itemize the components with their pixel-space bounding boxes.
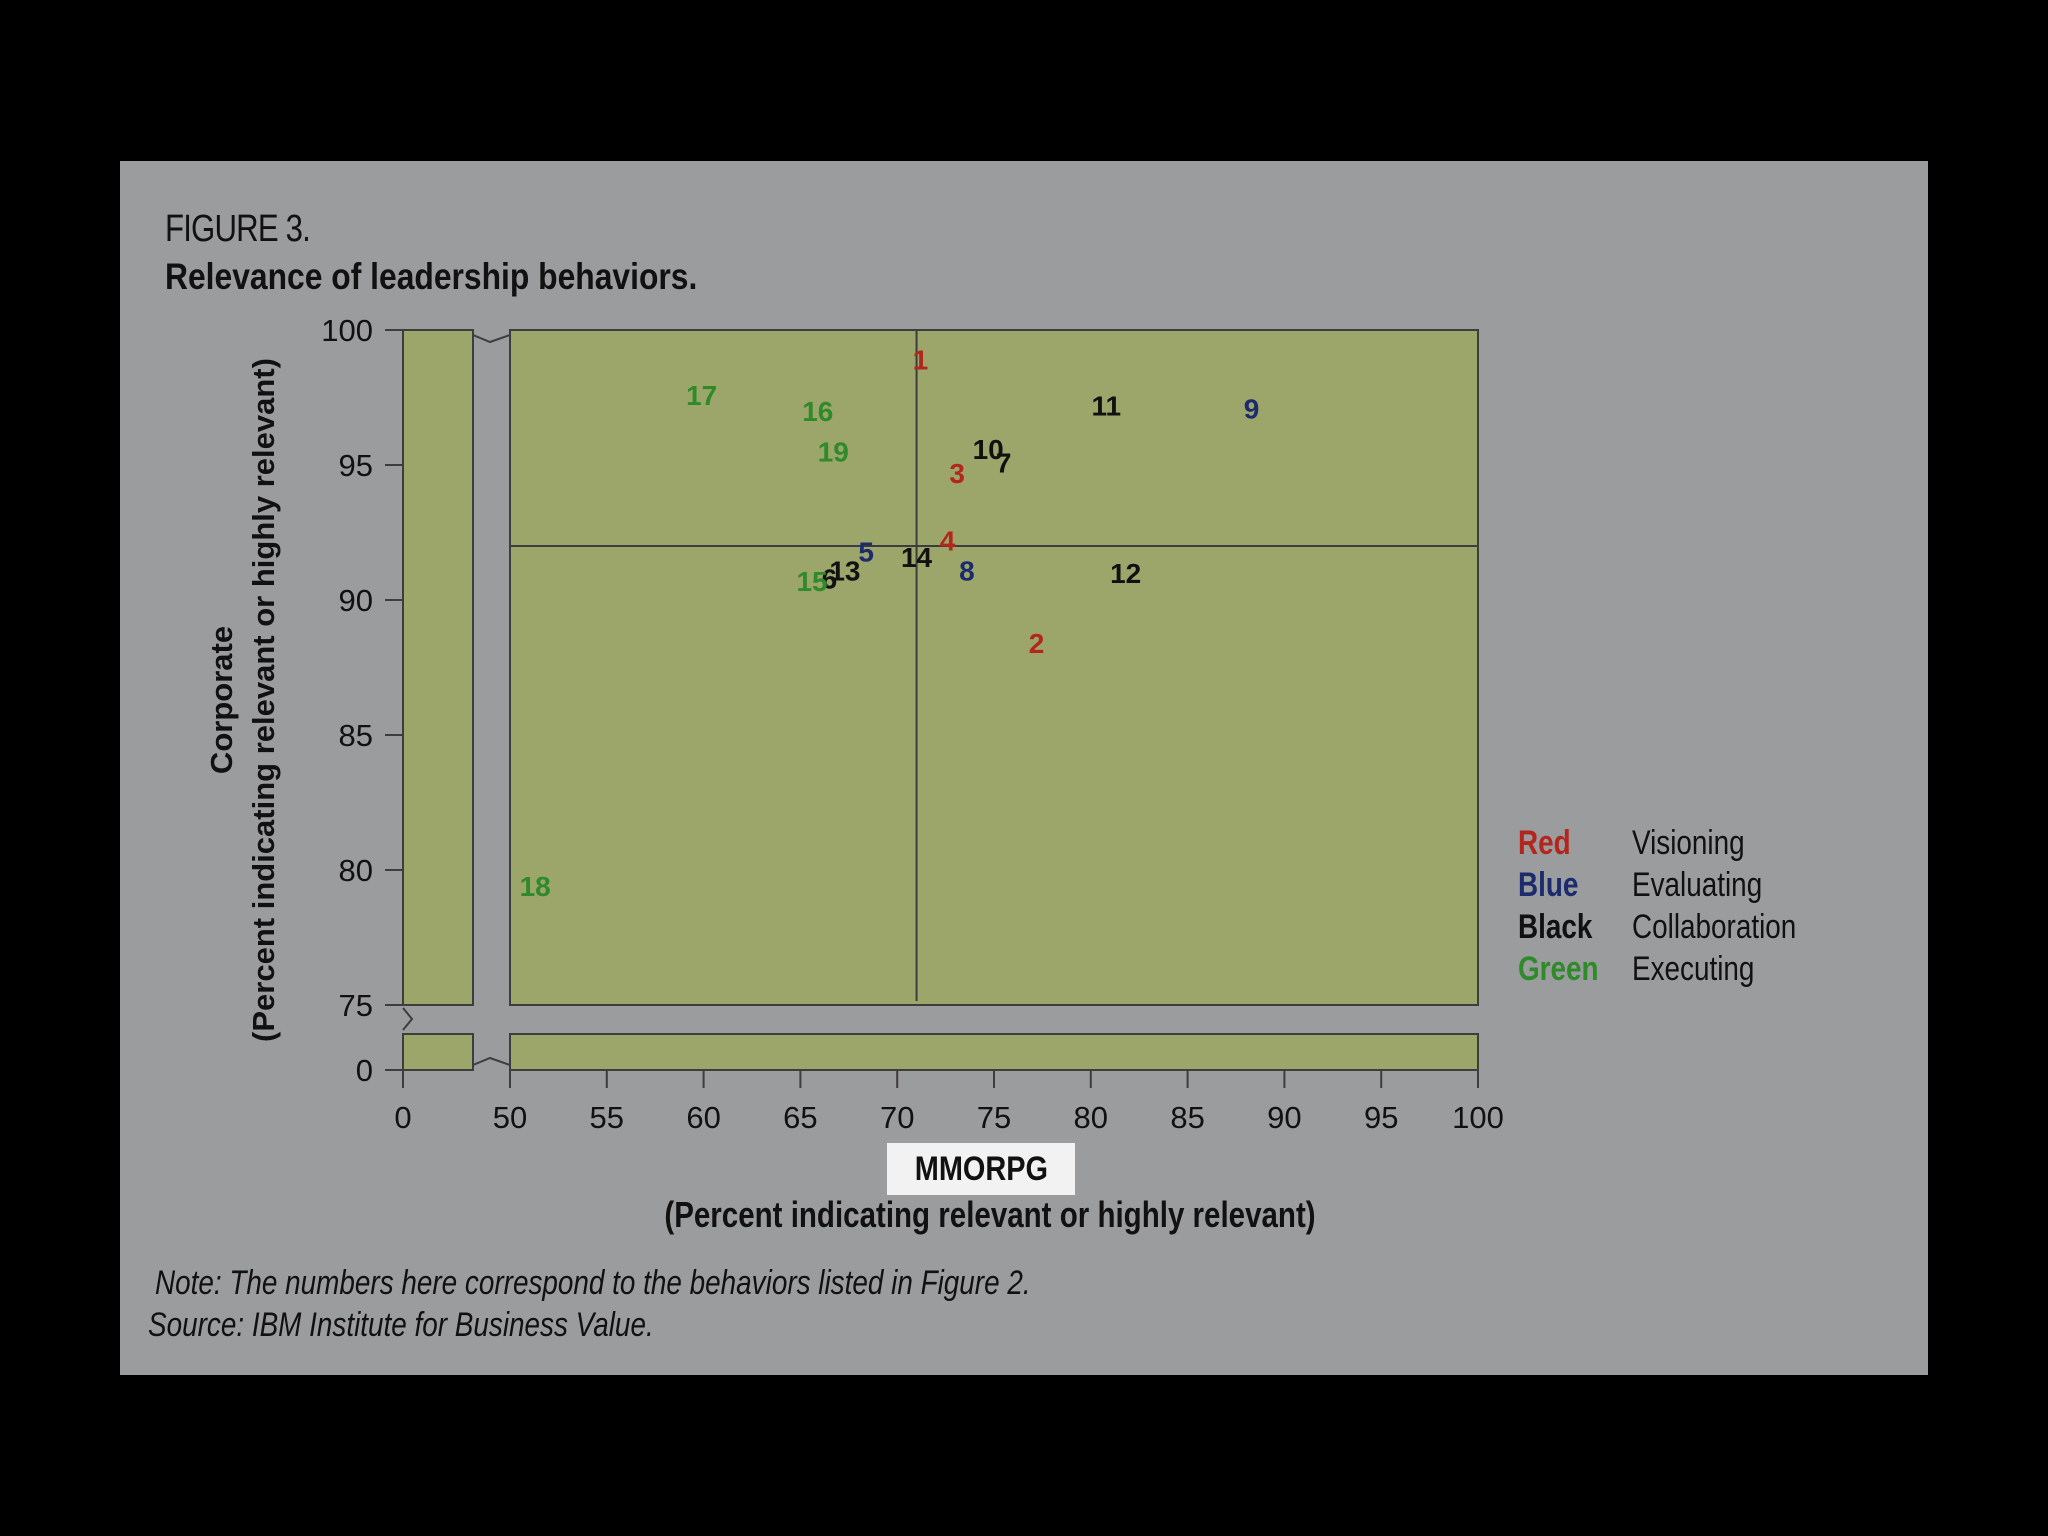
data-point-label: 15: [796, 566, 827, 597]
data-point-label: 1: [913, 345, 929, 376]
y-tick-label: 0: [356, 1053, 373, 1088]
x-axis-name-box: MMORPG: [887, 1143, 1075, 1195]
y-tick-label: 95: [339, 448, 373, 483]
x-tick-label: 55: [590, 1100, 624, 1135]
legend-category: Executing: [1632, 950, 1755, 988]
x-tick-label: 70: [880, 1100, 914, 1135]
data-point-label: 6: [822, 563, 838, 594]
legend-category: Evaluating: [1632, 866, 1763, 904]
y-tick-label: 90: [339, 583, 373, 618]
x-tick-label: 90: [1267, 1100, 1301, 1135]
y-tick-label: 85: [339, 718, 373, 753]
data-point-label: 16: [802, 396, 833, 427]
x-tick-label: 85: [1170, 1100, 1204, 1135]
data-point-label: 4: [940, 526, 956, 557]
plot-area: [509, 329, 1479, 1006]
x-tick-label: 50: [493, 1100, 527, 1135]
data-point-label: 12: [1110, 558, 1141, 589]
data-point-label: 5: [858, 536, 874, 567]
x-axis-break-mark: [472, 1056, 511, 1066]
figure-label: FIGURE 3.: [165, 208, 311, 250]
figure-note: Note: The numbers here correspond to the…: [155, 1264, 1031, 1302]
x-tick-label: 75: [977, 1100, 1011, 1135]
data-point-label: 9: [1244, 393, 1260, 424]
figure-source: Source: IBM Institute for Business Value…: [148, 1306, 654, 1344]
data-point-label: 2: [1029, 628, 1045, 659]
data-point-label: 8: [959, 555, 975, 586]
legend-category: Visioning: [1632, 824, 1745, 862]
data-point-label: 14: [901, 542, 933, 573]
legend-color-name: Red: [1518, 824, 1571, 862]
data-point-label: 18: [520, 871, 551, 902]
x-axis-label: (Percent indicating relevant or highly r…: [664, 1194, 1316, 1235]
y-tick-label: 100: [321, 313, 373, 348]
legend-category: Collaboration: [1632, 908, 1797, 946]
legend-color-name: Black: [1518, 908, 1593, 946]
y-axis-name: Corporate: [204, 626, 239, 774]
y-axis-break-mark: [402, 1007, 414, 1031]
x-break-strip: [402, 329, 474, 1006]
legend-color-name: Blue: [1518, 866, 1579, 904]
y-axis-label: (Percent indicating relevant or highly r…: [246, 358, 281, 1042]
x-tick-label: 95: [1364, 1100, 1398, 1135]
x-axis-break-mark: [472, 334, 511, 344]
x-tick-label: 65: [783, 1100, 817, 1135]
x-tick-label: 60: [686, 1100, 720, 1135]
y-tick-label: 75: [339, 988, 373, 1023]
corner-strip: [402, 1033, 474, 1071]
data-point-label: 19: [818, 437, 849, 468]
y-break-strip: [509, 1033, 1479, 1071]
x-tick-label: 80: [1074, 1100, 1108, 1135]
x-tick-label: 0: [394, 1100, 411, 1135]
data-point-label: 11: [1091, 391, 1121, 422]
y-axis-title-group: Corporate (Percent indicating relevant or…: [204, 358, 281, 1042]
y-tick-label: 80: [339, 853, 373, 888]
data-point-label: 7: [996, 447, 1012, 478]
chart-title: Relevance of leadership behaviors.: [165, 256, 698, 297]
x-tick-label: 100: [1452, 1100, 1504, 1135]
legend-color-name: Green: [1518, 950, 1599, 988]
data-point-label: 3: [949, 458, 965, 489]
data-point-label: 17: [686, 380, 717, 411]
data-point-label: 13: [829, 555, 860, 586]
x-axis-name: MMORPG: [914, 1149, 1048, 1188]
data-point-label: 10: [973, 434, 1004, 465]
